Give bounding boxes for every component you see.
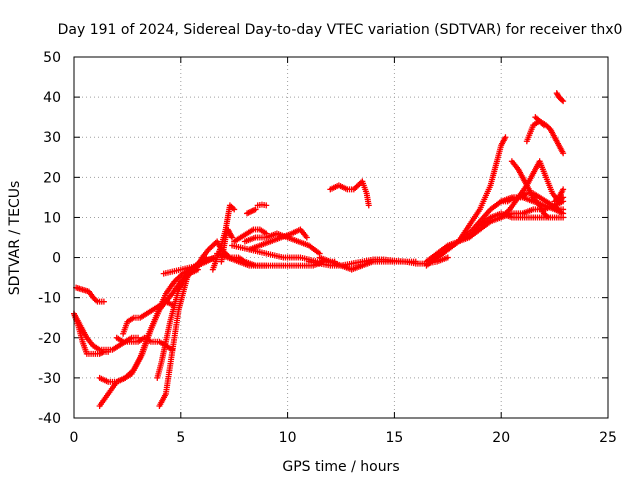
x-tick-label: 0 xyxy=(70,430,79,446)
y-tick-label: 10 xyxy=(43,210,61,226)
series-track-34 xyxy=(551,186,567,205)
y-tick-label: -40 xyxy=(38,411,61,427)
y-axis-label: SDTVAR / TECUs xyxy=(7,181,23,296)
series-track-23 xyxy=(327,178,372,209)
series-track-5 xyxy=(96,266,195,409)
chart-title: Day 191 of 2024, Sidereal Day-to-day VTE… xyxy=(58,22,623,38)
data-point xyxy=(444,254,451,261)
series-track-15 xyxy=(246,226,310,253)
y-tick-label: 30 xyxy=(43,130,61,146)
y-tick-label: 40 xyxy=(43,90,61,106)
y-tick-label: -30 xyxy=(38,371,61,387)
x-tick-label: 20 xyxy=(492,430,510,446)
series-track-18 xyxy=(231,226,270,245)
series-track-27 xyxy=(466,210,567,241)
series-track-20 xyxy=(254,201,270,209)
y-tick-label: -20 xyxy=(38,331,61,347)
x-tick-label: 5 xyxy=(176,430,185,446)
data-point xyxy=(100,298,107,305)
y-tick-label: 20 xyxy=(43,170,61,186)
x-tick-label: 25 xyxy=(599,430,617,446)
data-point xyxy=(540,122,547,129)
data-point xyxy=(263,230,270,237)
plot-frame xyxy=(73,56,609,419)
y-tick-label: 0 xyxy=(52,251,61,267)
data-point xyxy=(560,150,567,157)
series-track-33 xyxy=(553,90,567,105)
data-point xyxy=(560,206,567,213)
x-tick-label: 10 xyxy=(279,430,297,446)
data-point xyxy=(560,214,567,221)
data-point xyxy=(228,233,235,240)
data-point xyxy=(252,206,259,213)
y-tick-label: 50 xyxy=(43,50,61,66)
data-point xyxy=(365,202,372,209)
data-point xyxy=(412,258,419,265)
series-track-13 xyxy=(218,226,236,265)
data-point xyxy=(263,202,270,209)
series-track-3 xyxy=(73,284,107,305)
series-track-14 xyxy=(241,230,323,257)
data-point xyxy=(560,98,567,105)
y-tick-label: -10 xyxy=(38,291,61,307)
series-track-22 xyxy=(316,254,419,273)
series-track-2 xyxy=(71,310,112,357)
data-point xyxy=(229,234,236,241)
series-track-32 xyxy=(532,114,547,129)
data-point xyxy=(303,234,310,241)
series-track-28 xyxy=(498,190,567,213)
data-point xyxy=(105,348,112,355)
data-point xyxy=(502,134,509,141)
series-track-19 xyxy=(244,206,259,217)
x-tick-label: 15 xyxy=(385,430,403,446)
axis-ticks: 0 5 10 15 20 25 -40 -30 -20 -10 0 10 20 30 40 50 xyxy=(38,50,617,446)
x-axis-label: GPS time / hours xyxy=(282,459,399,475)
data-point xyxy=(560,186,567,193)
data-point xyxy=(231,206,238,213)
data-marks xyxy=(71,90,567,409)
data-point xyxy=(545,214,552,221)
data-point xyxy=(559,97,566,104)
